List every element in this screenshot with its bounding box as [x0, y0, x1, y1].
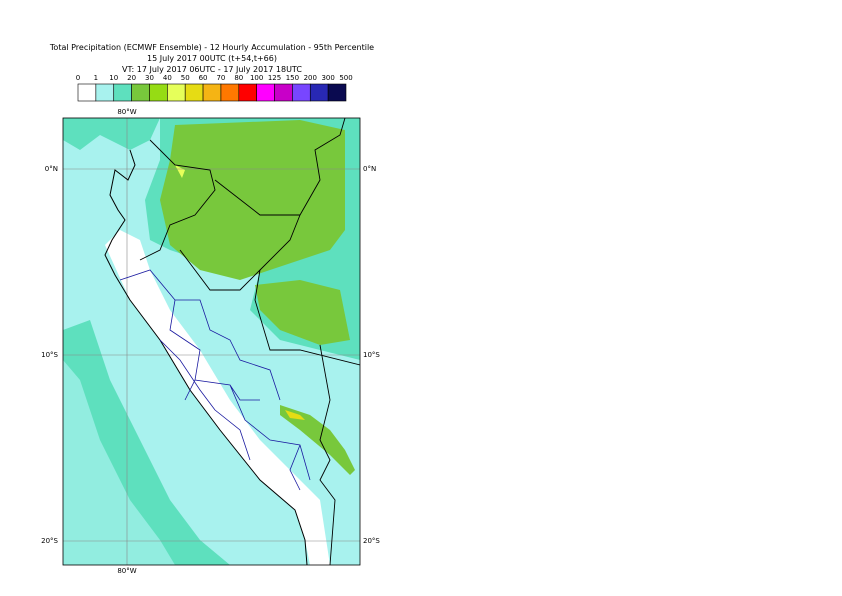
title-line: 15 July 2017 00UTC (t+54,t+66): [147, 54, 277, 63]
lat-label: 0°N: [363, 165, 376, 173]
lat-label: 20°S: [41, 537, 58, 545]
legend-swatch: [256, 83, 275, 102]
precip-area: [280, 405, 355, 475]
precip-area: [160, 120, 345, 280]
lat-label: 20°S: [363, 537, 380, 545]
legend-swatch: [95, 83, 115, 102]
coastline: [104, 149, 308, 565]
legend-swatch: [274, 83, 293, 102]
title-line: VT: 17 July 2017 06UTC - 17 July 2017 18…: [122, 65, 302, 74]
legend-label: 10: [109, 74, 118, 82]
legend-label: 70: [216, 74, 225, 82]
lat-label: 0°N: [45, 165, 58, 173]
legend-label: 60: [199, 74, 208, 82]
dry-area: [105, 230, 330, 565]
legend-swatch: [184, 83, 204, 102]
precip-area: [63, 118, 160, 150]
legend-label: 0: [76, 74, 80, 82]
legend-label: 200: [304, 74, 317, 82]
legend-swatch: [220, 83, 240, 102]
legend-swatch: [131, 83, 150, 102]
border: [139, 118, 360, 565]
lon-label: 80°W: [117, 108, 136, 116]
legend-label: 20: [127, 74, 136, 82]
legend-label: 50: [181, 74, 190, 82]
legend-swatch: [327, 83, 347, 102]
legend-label: 500: [339, 74, 352, 82]
map: [63, 118, 360, 565]
legend-swatch: [292, 83, 311, 102]
legend-swatch: [167, 83, 186, 102]
precip-area: [175, 165, 185, 178]
legend-label: 30: [145, 74, 154, 82]
legend-swatch: [238, 83, 257, 102]
legend-swatch: [77, 83, 97, 102]
legend-swatch: [113, 83, 132, 102]
legend-label: 100: [250, 74, 263, 82]
legend-label: 125: [268, 74, 281, 82]
legend-label: 80: [234, 74, 243, 82]
legend-label: 40: [163, 74, 172, 82]
precip-area: [255, 280, 350, 345]
lon-label: 80°W: [117, 567, 136, 575]
legend-label: 300: [321, 74, 334, 82]
legend-swatch: [309, 83, 329, 102]
precip-area: [285, 410, 305, 420]
legend-label: 1: [94, 74, 98, 82]
lat-label: 10°S: [363, 351, 380, 359]
legend: 0 1 10 20 30 40 50 60 70 80 100 125 150 200 300 500: [76, 74, 353, 102]
map-frame: [62, 117, 361, 566]
precip-area: [63, 360, 175, 565]
title-line: Total Precipitation (ECMWF Ensemble) - 1…: [49, 43, 374, 52]
legend-swatch: [149, 83, 168, 102]
legend-swatch: [202, 83, 222, 102]
lat-label: 10°S: [41, 351, 58, 359]
region-border: [119, 269, 311, 491]
legend-label: 150: [286, 74, 299, 82]
